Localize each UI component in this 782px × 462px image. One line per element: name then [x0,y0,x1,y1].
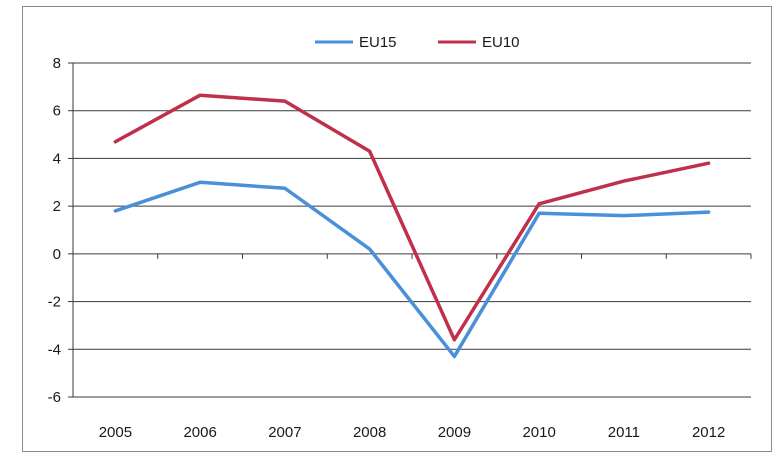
gridlines [73,62,751,398]
data-point-eu10 [622,179,626,183]
tick-labels: 8 6 4 2 0 -2 -4 -6 2005 2006 2007 2008 2009 2010 2011 2… [48,55,726,441]
series-line-eu10 [113,93,711,342]
data-point-eu10 [452,338,456,342]
legend: EU15 EU10 [315,34,520,51]
data-point-eu15 [452,354,456,358]
data-point-eu15 [198,180,202,184]
series-line-eu15 [113,180,711,359]
x-tick-label: 2009 [438,424,471,441]
data-point-eu10 [368,149,372,153]
data-point-eu10 [113,140,117,144]
x-tick-label: 2008 [353,424,386,441]
y-tick-label: 2 [53,198,61,215]
data-point-eu15 [283,186,287,190]
x-tick-label: 2006 [183,424,216,441]
data-point-eu15 [537,211,541,215]
data-point-eu10 [707,161,711,165]
data-point-eu15 [622,214,626,218]
x-tick-label: 2011 [608,424,640,441]
data-point-eu10 [537,202,541,206]
data-point-eu15 [113,209,117,213]
data-point-eu15 [368,247,372,251]
x-tick-label: 2010 [522,424,555,441]
axes [68,62,752,398]
y-tick-label: 4 [53,150,61,167]
x-tick-label: 2005 [99,424,132,441]
legend-label-eu15: EU15 [359,34,397,51]
y-tick-label: 6 [53,103,61,120]
x-tick-label: 2012 [692,424,725,441]
data-point-eu15 [707,210,711,214]
series-lines [113,93,711,359]
data-point-eu10 [283,99,287,103]
legend-label-eu10: EU10 [482,34,520,51]
chart-frame: 8 6 4 2 0 -2 -4 -6 2005 2006 2007 2008 2009 2010 2011 2… [22,6,772,452]
y-tick-label: 8 [53,55,61,72]
line-chart: 8 6 4 2 0 -2 -4 -6 2005 2006 2007 2008 2009 2010 2011 2… [48,34,752,441]
y-tick-label: -6 [48,389,61,406]
x-tick-label: 2007 [268,424,301,441]
data-point-eu10 [198,93,202,97]
y-tick-label: -4 [48,341,61,358]
y-tick-label: 0 [53,246,61,263]
y-tick-label: -2 [48,294,61,311]
